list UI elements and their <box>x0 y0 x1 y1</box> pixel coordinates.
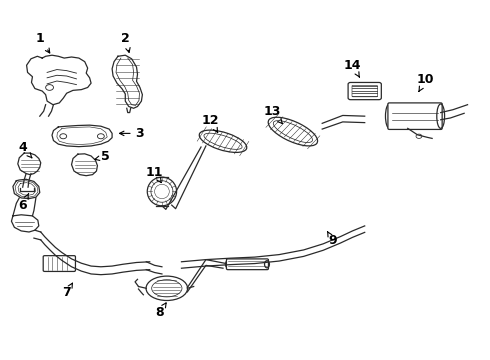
Text: 7: 7 <box>62 283 73 300</box>
Text: 2: 2 <box>121 32 130 53</box>
Text: 3: 3 <box>120 127 144 140</box>
Text: 4: 4 <box>18 141 32 158</box>
Text: 13: 13 <box>263 105 282 123</box>
Text: 8: 8 <box>155 303 166 319</box>
Text: 14: 14 <box>344 59 361 77</box>
Text: 10: 10 <box>417 73 435 91</box>
Text: 11: 11 <box>146 166 163 183</box>
Text: 5: 5 <box>95 150 110 163</box>
FancyBboxPatch shape <box>352 85 377 97</box>
Text: 6: 6 <box>18 193 29 212</box>
FancyBboxPatch shape <box>43 256 75 271</box>
Text: 9: 9 <box>327 231 337 247</box>
FancyBboxPatch shape <box>388 103 442 130</box>
Text: 12: 12 <box>202 114 220 133</box>
FancyBboxPatch shape <box>348 82 381 100</box>
FancyBboxPatch shape <box>226 259 269 270</box>
Text: 1: 1 <box>35 32 50 53</box>
